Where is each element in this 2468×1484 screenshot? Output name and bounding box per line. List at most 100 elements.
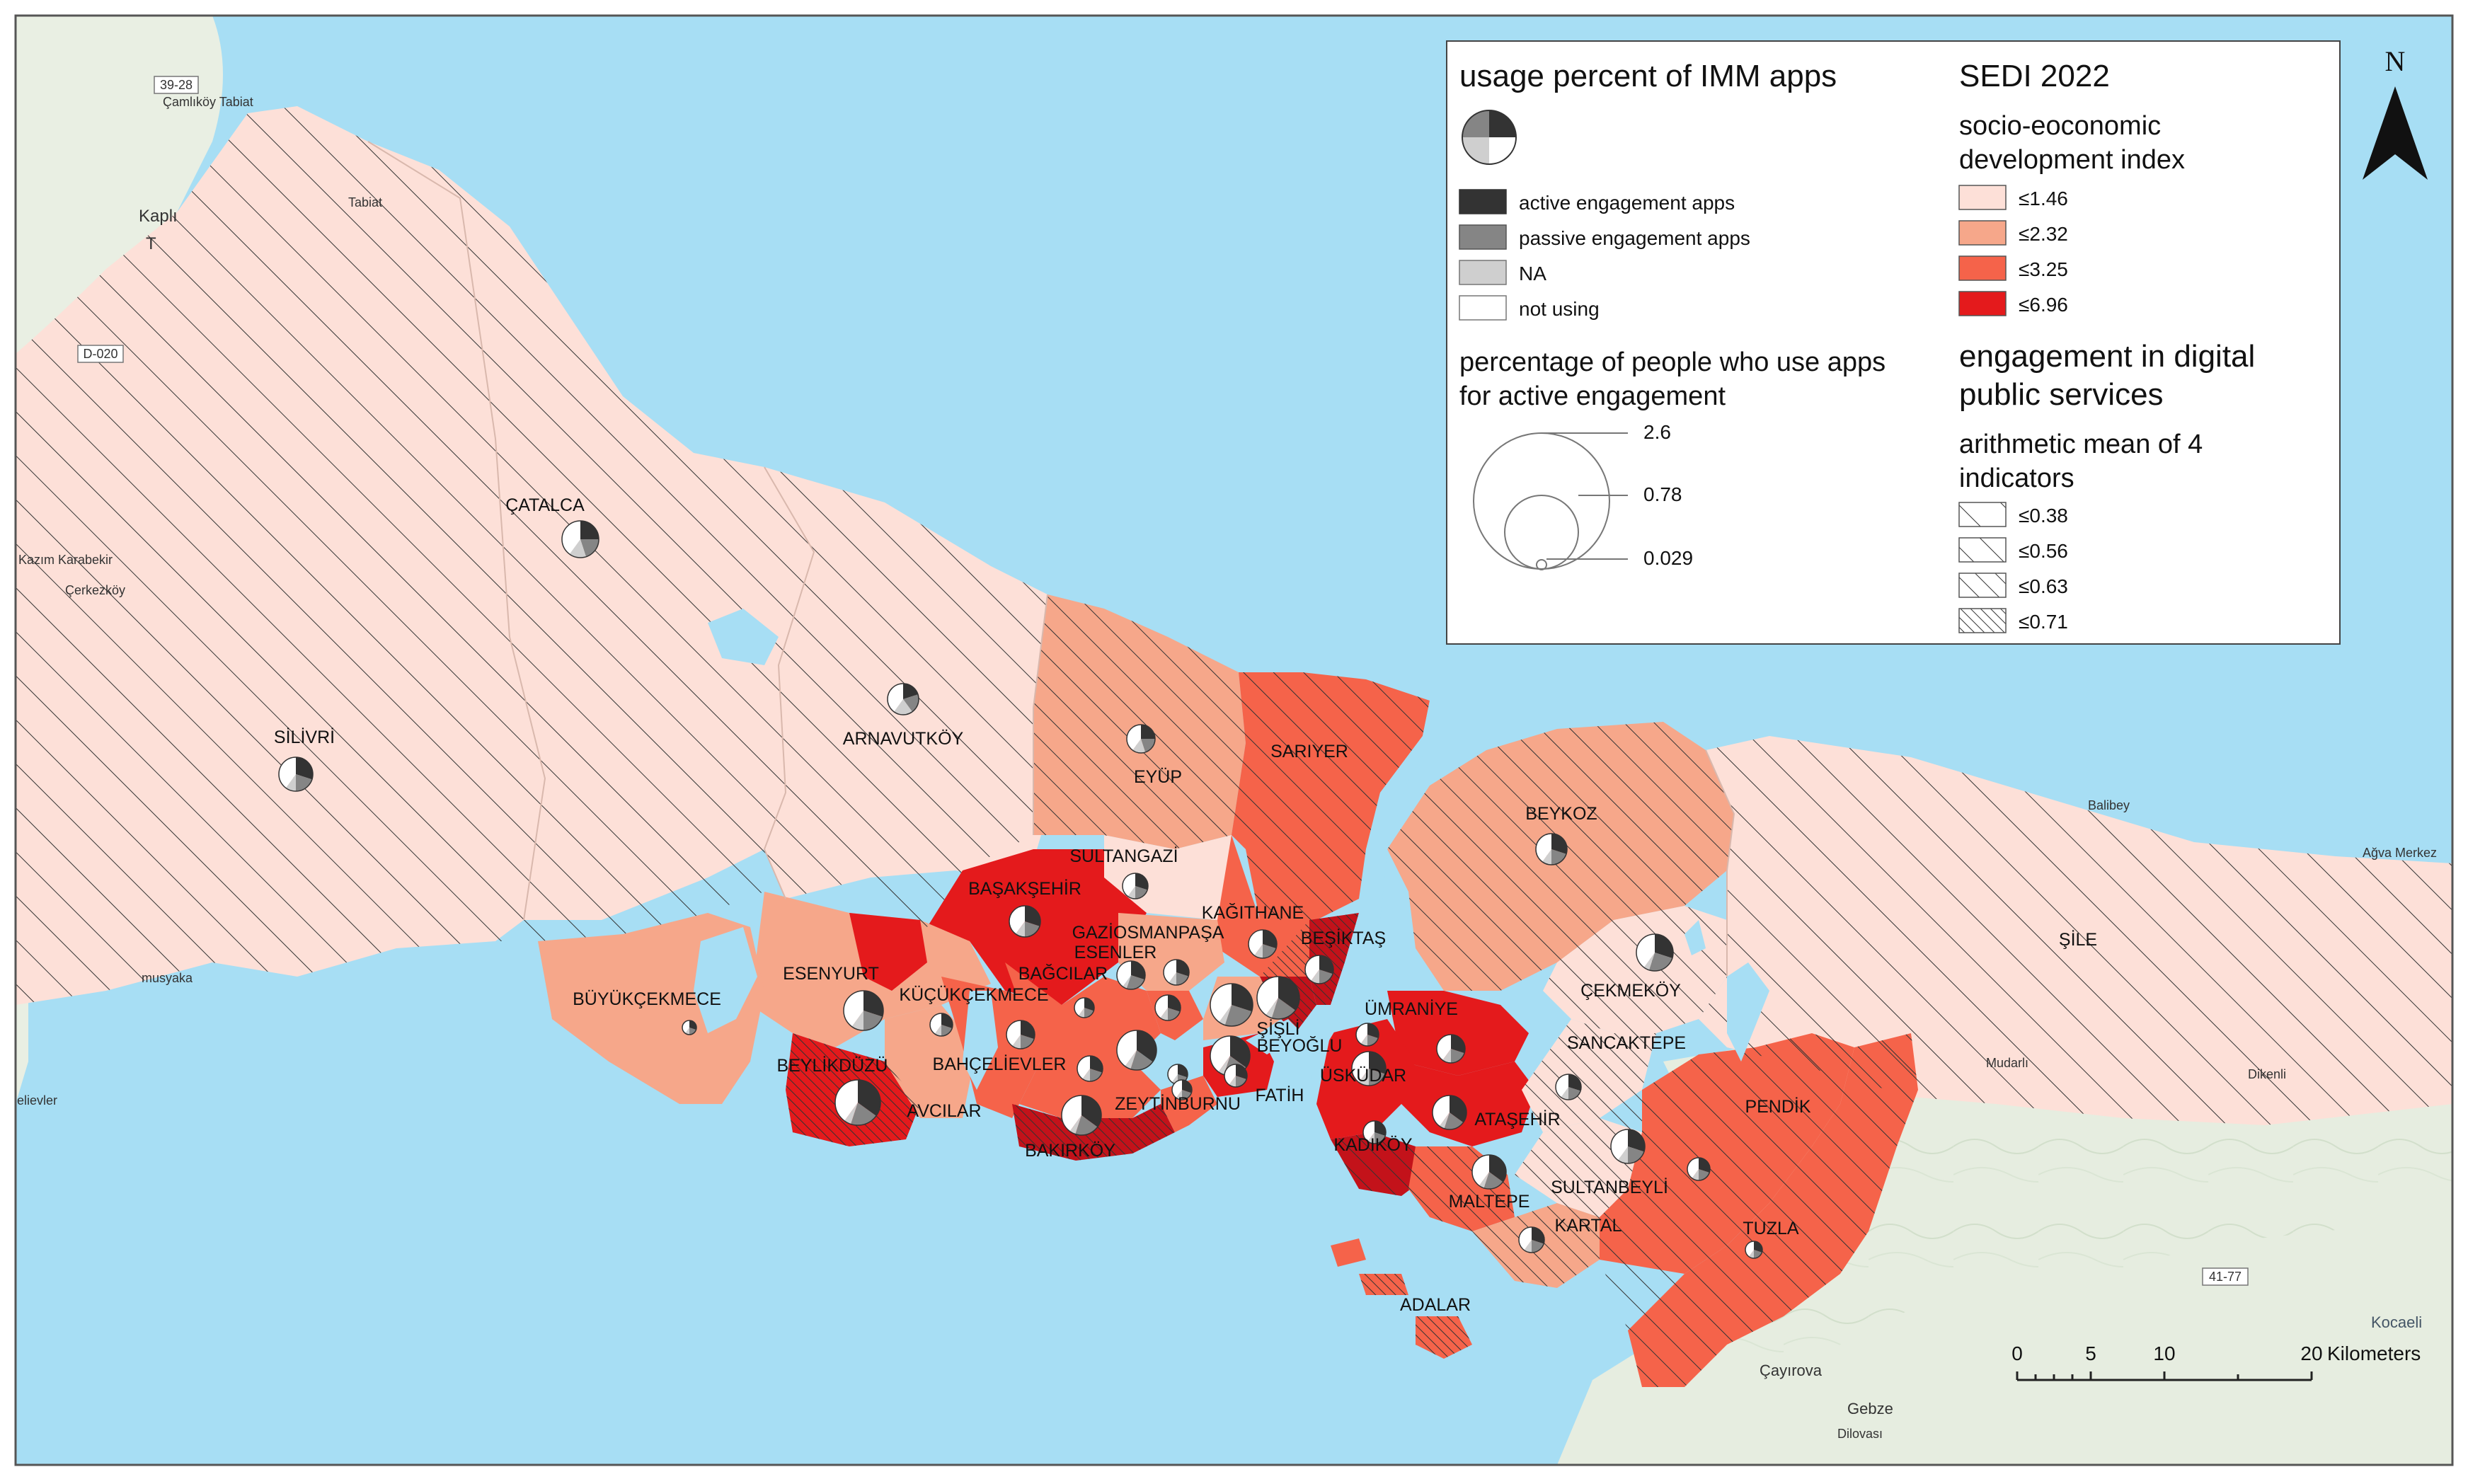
pie-slice <box>580 521 599 539</box>
bg-label: Ağva Merkez <box>2363 846 2437 860</box>
pie-slice <box>1374 1121 1386 1136</box>
pie-slice <box>1561 1087 1568 1100</box>
hatch-bakirkoy <box>1012 1104 1175 1161</box>
legend-engagement-label-1: ≤0.38 <box>2019 505 2068 527</box>
pie-slice <box>1532 1227 1544 1244</box>
pie-slice <box>689 1028 696 1035</box>
bg-label: Gebze <box>1847 1400 1893 1417</box>
pie-slice <box>1236 1064 1247 1079</box>
lake-buyukcekmece <box>694 927 757 1033</box>
pie-slice <box>562 521 580 555</box>
pie-outline <box>1362 1120 1387 1144</box>
district-label-besiktas: BEŞİKTAŞ <box>1301 928 1386 948</box>
pie-slice <box>279 757 296 788</box>
pie-slice <box>1084 998 1095 1011</box>
pie-outline <box>1224 1064 1248 1088</box>
district-label-bagcilar: BAĞCILAR <box>1018 963 1108 984</box>
pie-slice <box>1117 961 1131 987</box>
district-area-adalar-1 <box>1331 1238 1366 1267</box>
legend-sedi-swatch-4 <box>1958 291 2007 316</box>
pie-slice <box>1745 1241 1754 1257</box>
pie-slice <box>1748 1250 1754 1258</box>
pie-outline <box>1636 933 1674 972</box>
pie-slice <box>1363 1121 1374 1141</box>
pie-slice <box>1131 961 1146 980</box>
pie-outline <box>1116 1030 1157 1071</box>
legend-usage-label-active: active engagement apps <box>1519 192 1735 214</box>
pie-slice <box>1263 930 1277 949</box>
bg-label: Kazım Karabekir <box>18 553 113 567</box>
district-label-eyup: EYÜP <box>1134 767 1182 787</box>
district-area-esenyurt-core <box>849 913 927 991</box>
district-label-maltepe: MALTEPE <box>1449 1192 1530 1212</box>
district-label-sile: ŞİLE <box>2059 929 2097 950</box>
pie-slice <box>1082 1069 1090 1081</box>
pie-slice <box>1218 1056 1230 1075</box>
legend-sedi-label-1: ≤1.46 <box>2019 188 2068 209</box>
legend-engagement-title-1: engagement in digital <box>1959 339 2255 374</box>
district-label-kadikoy: KADIKÖY <box>1333 1135 1412 1155</box>
bg-label: Balibey <box>2088 798 2130 812</box>
pie-slice <box>888 684 903 712</box>
legend-sedi-swatch-2 <box>1958 220 2007 246</box>
pie-slice <box>1442 1049 1451 1063</box>
bg-label: musyaka <box>142 971 193 985</box>
pie-slice <box>1444 1112 1464 1130</box>
bg-label: 39-28 <box>160 78 193 92</box>
pie-outline <box>278 757 314 792</box>
pie-slice <box>1319 955 1333 974</box>
district-label-sultanbeyli: SULTANBEYLİ <box>1551 1177 1668 1197</box>
legend-usage-title: usage percent of IMM apps <box>1459 59 1837 93</box>
pie-slice <box>1254 944 1263 958</box>
pie-slice <box>1367 1132 1374 1144</box>
bg-label: elievler <box>17 1093 57 1108</box>
district-label-kucukcekmece: KÜÇÜKÇEKMECE <box>899 985 1048 1005</box>
legend-size-value-mid: 0.78 <box>1643 483 1682 505</box>
pie-slice <box>1432 1095 1450 1127</box>
pie-slice <box>1551 834 1567 854</box>
pie-slice <box>1164 960 1176 983</box>
bg-label: Kaplı <box>139 207 178 226</box>
bg-label: 41-77 <box>2209 1270 2242 1284</box>
district-label-zeytinburnu: ZEYTİNBURNU <box>1115 1093 1241 1114</box>
district-borders <box>367 141 1735 977</box>
pie-slice <box>1369 1052 1386 1074</box>
pie-slice <box>1450 1095 1467 1123</box>
pie-slice <box>903 694 919 712</box>
pie-slice <box>1155 995 1168 1018</box>
pie-slice <box>1439 1112 1450 1129</box>
hatch-sancaktepe-sultanbeyli <box>1515 1019 1656 1217</box>
pie-slice <box>1278 977 1300 1011</box>
pie-slice <box>1352 1052 1369 1083</box>
pie-slice <box>1360 1035 1367 1046</box>
pie-slice <box>1009 906 1025 934</box>
pie-slice <box>569 539 587 558</box>
pie-slice <box>1535 834 1551 862</box>
pie-slice <box>1075 1115 1098 1135</box>
pie-slice <box>1532 1240 1544 1253</box>
pie-slice <box>1617 1146 1628 1163</box>
legend-engagement-label-2: ≤0.56 <box>2019 540 2068 562</box>
scale-tick-0: 0 <box>2011 1342 2023 1364</box>
district-label-gaziosmanpasa: GAZİOSMANPAŞA <box>1072 922 1224 943</box>
pie-outline <box>1248 929 1278 959</box>
pie-slice <box>1210 1036 1230 1072</box>
pie-slice <box>1611 1129 1628 1161</box>
pie-slice <box>1519 1227 1532 1250</box>
legend-swatch-active <box>1459 189 1507 214</box>
pie-outline <box>1006 1020 1035 1049</box>
pie-slice <box>1249 930 1263 956</box>
pie-slice <box>1117 1030 1137 1066</box>
bg-label: Kocaeli <box>2371 1313 2422 1331</box>
district-label-esenyurt: ESENYURT <box>783 964 879 984</box>
pie-slice <box>296 757 313 780</box>
pie-slice <box>858 1080 880 1116</box>
golden-horn <box>1246 1019 1302 1054</box>
pie-slice <box>580 539 599 557</box>
pie-outline <box>1210 983 1253 1027</box>
pie-outline <box>929 1013 953 1037</box>
pie-slice <box>1451 1035 1465 1054</box>
district-label-adalar: ADALAR <box>1400 1295 1471 1315</box>
pie-outline <box>1304 955 1334 984</box>
